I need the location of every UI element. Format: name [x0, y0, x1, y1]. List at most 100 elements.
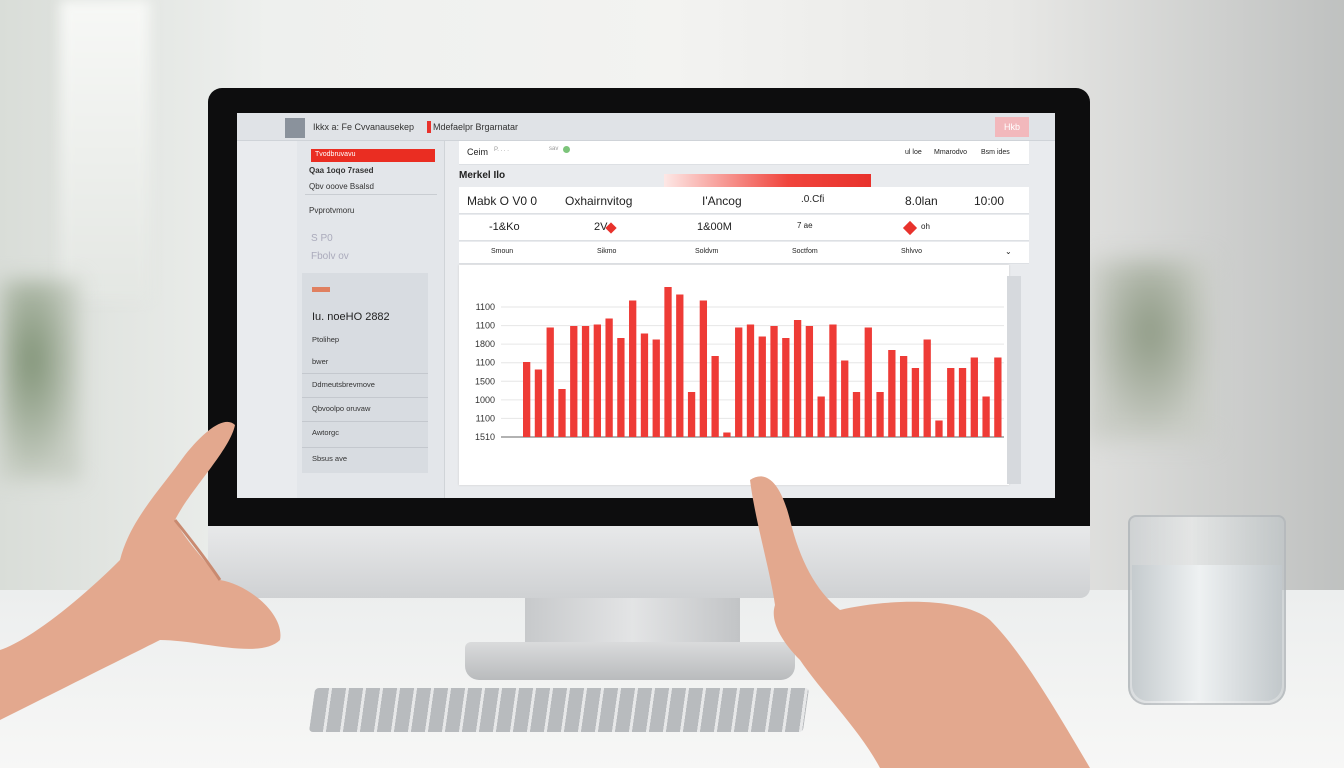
title-bar: Ikkx a: Fe Cvvanausekep Mdefaelpr Brgarn…: [237, 113, 1055, 141]
bar: [640, 333, 649, 437]
panel-item[interactable]: Qbvoolpo oruvaw: [302, 397, 428, 419]
table-header-row: Mabk O V0 0 Oxhairnvitog I'Ancog .0.Cfi …: [459, 187, 1029, 214]
bar: [805, 326, 814, 437]
panel-marker: [312, 287, 330, 292]
y-tick-label: 1000: [475, 395, 495, 405]
bar: [770, 326, 778, 437]
monitor-screen: Ikkx a: Fe Cvvanausekep Mdefaelpr Brgarn…: [237, 113, 1055, 498]
header-label: Ceim: [467, 147, 489, 157]
bar: [664, 287, 672, 437]
panel-item[interactable]: Awtorgc: [302, 421, 428, 443]
monitor-base: [465, 642, 795, 680]
bar: [735, 327, 743, 437]
table-cell: oh: [921, 222, 930, 231]
bar: [593, 324, 601, 437]
plant-right: [1090, 260, 1210, 440]
table-cell: Sikmo: [597, 248, 617, 255]
bar: [652, 339, 660, 437]
water: [1132, 565, 1282, 701]
column-header: 10:00: [974, 194, 1005, 208]
bar: [711, 356, 719, 437]
table-cell: Soldvm: [695, 248, 719, 255]
status-dot-icon: [563, 146, 570, 153]
sidebar-item[interactable]: Qbv ooove Bsalsd: [305, 179, 437, 195]
top-button[interactable]: Hkb: [995, 117, 1029, 137]
y-tick-label: 1800: [475, 339, 495, 349]
bar: [864, 327, 872, 437]
table-row[interactable]: Smoun Sikmo Soldvm Soctfom Shlvvo ⌄: [459, 242, 1029, 264]
bar: [687, 392, 696, 437]
monitor-stand: [525, 597, 740, 647]
header-link[interactable]: ul loe: [905, 149, 922, 156]
bar: [629, 300, 637, 437]
y-tick-label: 1100: [476, 358, 495, 368]
table-cell: Soctfom: [792, 248, 818, 255]
scrollbar[interactable]: [1007, 276, 1021, 484]
bar: [958, 368, 967, 437]
app-icon: [285, 118, 305, 138]
bar: [876, 392, 884, 437]
bar: [581, 326, 590, 437]
header-link[interactable]: Mmarodvo: [934, 149, 968, 156]
bar: [982, 396, 990, 437]
bar: [911, 368, 920, 437]
panel-item[interactable]: Sbsus ave: [302, 447, 428, 469]
panel-item[interactable]: Ptolihep: [312, 335, 340, 344]
bar: [817, 396, 825, 437]
table-cell: Shlvvo: [901, 248, 923, 255]
bar: [699, 300, 708, 437]
bar: [923, 339, 931, 437]
monitor-chin: [208, 526, 1090, 598]
table-cell: 7 ae: [797, 221, 813, 230]
bar: [746, 324, 755, 437]
bar: [947, 368, 955, 437]
bar: [523, 362, 531, 437]
header-bar: Ceim P. . . . sav ul loe Mmarodvo Bsm id…: [459, 141, 1029, 165]
app-title: Ikkx a: Fe Cvvanausekep: [313, 122, 415, 132]
bar: [676, 294, 684, 437]
table-cell: -1&Ko: [489, 221, 520, 233]
bar: [852, 392, 861, 437]
bar: [829, 324, 837, 437]
y-tick-label: 1100: [476, 302, 495, 312]
bar: [534, 369, 543, 437]
chart-svg: 1100 1100 1800 1100 1500 1000 1100 1510: [475, 287, 1004, 442]
bar: [888, 350, 896, 437]
bar: [546, 327, 554, 437]
left-hand-shadow: [173, 519, 222, 581]
accent-marker: [427, 121, 431, 133]
window-light: [60, 0, 150, 300]
column-header: I'Ancog: [702, 194, 742, 208]
column-header: Oxhairnvitog: [565, 194, 633, 208]
column-header: Mabk O V0 0: [467, 194, 538, 208]
section-title: Merkel Ilo: [459, 170, 506, 181]
bar: [570, 326, 578, 437]
y-tick-label: 1100: [476, 413, 495, 423]
status-text: sav: [549, 146, 559, 152]
header-link[interactable]: Bsm ides: [981, 149, 1010, 156]
sidebar-item[interactable]: Pvprotvmoru: [309, 206, 355, 215]
search-input[interactable]: P. . . .: [494, 147, 509, 153]
table-row[interactable]: -1&Ko 2V 1&00M 7 ae oh: [459, 215, 1029, 241]
bar: [970, 357, 978, 437]
panel-heading: Iu. noeHO 2882: [312, 311, 390, 323]
bar: [793, 320, 802, 437]
left-hand: [0, 421, 281, 720]
y-tick-label: 1500: [475, 376, 495, 386]
side-panel: Iu. noeHO 2882 Ptolihep bwer Ddmeutsbrev…: [302, 273, 428, 473]
bar: [558, 389, 566, 437]
bar: [605, 318, 613, 437]
panel-item[interactable]: bwer: [312, 357, 329, 366]
bar: [782, 338, 790, 437]
sidebar-item-active[interactable]: Tvodbruvavu: [311, 149, 435, 162]
sidebar-item[interactable]: Qaa 1oqo 7rased: [309, 166, 374, 175]
bar-chart: 1100 1100 1800 1100 1500 1000 1100 1510: [459, 265, 1009, 485]
expand-chevron-icon[interactable]: ⌄: [1005, 247, 1012, 256]
column-header: .0.Cfi: [801, 194, 825, 205]
sidebar-faded: S P0: [311, 233, 333, 244]
right-hand: [750, 476, 1090, 768]
panel-item[interactable]: Ddmeutsbrevmove: [302, 373, 428, 395]
table-cell: Smoun: [491, 248, 514, 255]
table-cell: 2V: [594, 221, 608, 233]
